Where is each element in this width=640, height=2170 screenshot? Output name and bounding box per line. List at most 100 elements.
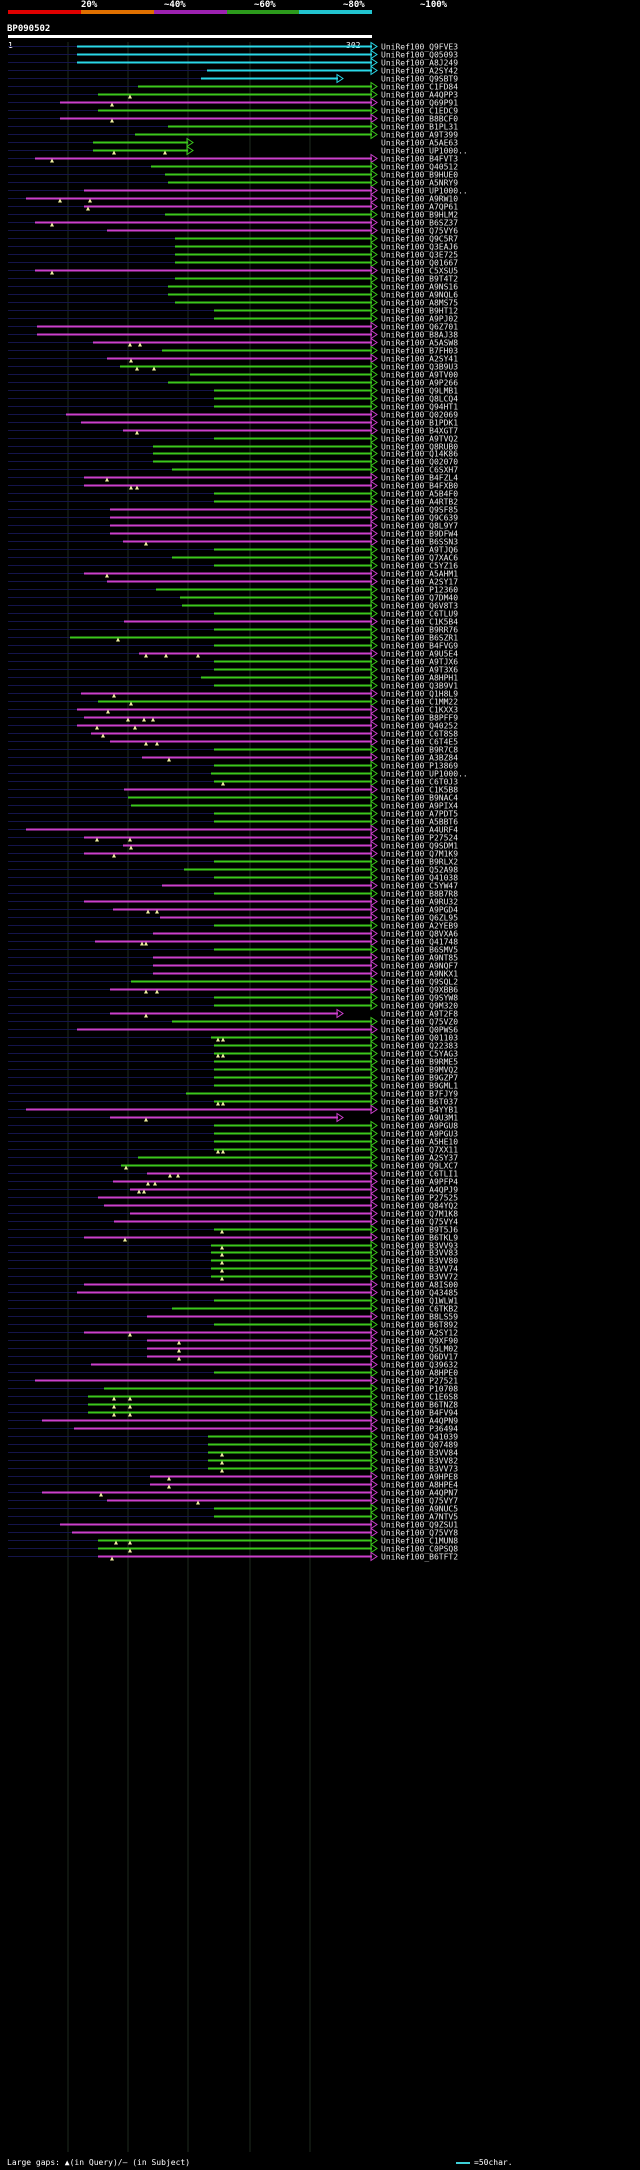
hit-row[interactable]: UniRef100_C6SXH7 [8,464,458,475]
hit-label[interactable]: UniRef100_UP1000.. [381,187,468,196]
hit-label[interactable]: UniRef100_A5NRY9 [381,179,458,188]
hit-row[interactable]: UniRef100_A9U3M1 [8,1112,458,1123]
hit-label[interactable]: UniRef100_B9RME5 [381,1058,458,1067]
hit-label[interactable]: UniRef100_B3VV82 [381,1457,458,1466]
hit-row[interactable]: UniRef100_Q40252 [8,720,458,731]
hit-label[interactable]: UniRef100_B3VV74 [381,1265,458,1274]
hit-row[interactable]: UniRef100_B7FH03 [8,345,458,356]
hit-label[interactable]: UniRef100_A2SY42 [381,67,458,76]
hit-label[interactable]: UniRef100_B4FXB0 [381,482,458,491]
hit-label[interactable]: UniRef100_C1K5B4 [381,618,458,627]
hit-label[interactable]: UniRef100_A9TJX6 [381,658,458,667]
hit-row[interactable]: UniRef100_C6TKB2 [8,1303,458,1314]
hit-label[interactable]: UniRef100_Q75VY6 [381,227,458,236]
hit-row[interactable]: UniRef100_C5YAG3 [8,1048,458,1059]
hit-label[interactable]: UniRef100_B9GZP7 [381,1074,458,1083]
hit-label[interactable]: UniRef100_Q6V8T3 [381,602,458,611]
hit-label[interactable]: UniRef100_P27525 [381,1194,458,1203]
hit-label[interactable]: UniRef100_Q01667 [381,259,458,268]
hit-label[interactable]: UniRef100_A7QP61 [381,203,458,212]
hit-row[interactable]: UniRef100_B9DFW4 [8,528,458,539]
hit-label[interactable]: UniRef100_A8J249 [381,59,458,68]
hit-label[interactable]: UniRef100_Q39632 [381,1361,458,1370]
hit-label[interactable]: UniRef100_A4URF4 [381,826,458,835]
hit-label[interactable]: UniRef100_B6SMV5 [381,946,458,955]
hit-row[interactable]: UniRef100_Q7M1K8 [8,1208,458,1219]
hit-label[interactable]: UniRef100_P13869 [381,762,458,771]
hit-row[interactable]: UniRef100_B9RLX2 [8,856,458,867]
hit-label[interactable]: UniRef100_Q8L9Y7 [381,522,458,531]
hit-label[interactable]: UniRef100_Q43485 [381,1289,458,1298]
hit-label[interactable]: UniRef100_Q9SDM1 [381,842,458,851]
hit-label[interactable]: UniRef100_A9T3X6 [381,666,458,675]
hit-label[interactable]: UniRef100_Q9LXC7 [381,1162,458,1171]
hit-label[interactable]: UniRef100_A7NTV5 [381,1513,458,1522]
hit-label[interactable]: UniRef100_B4YYB1 [381,1106,458,1115]
hit-label[interactable]: UniRef100_A5AE63 [381,139,458,148]
hit-row[interactable]: UniRef100_A4QPN7 [8,1487,458,1498]
hit-label[interactable]: UniRef100_A9NKX1 [381,970,458,979]
hit-label[interactable]: UniRef100_Q02070 [381,458,458,467]
hit-label[interactable]: UniRef100_B9DFW4 [381,530,458,539]
hit-row[interactable]: UniRef100_A5AE63 [8,137,458,148]
hit-row[interactable]: UniRef100_C1E6S8 [8,1391,458,1402]
hit-row[interactable]: UniRef100_Q7DM40 [8,592,458,603]
hit-row[interactable]: UniRef100_B8BCF0 [8,113,458,124]
hit-row[interactable]: UniRef100_B6SSN3 [8,536,458,547]
hit-label[interactable]: UniRef100_Q9M320 [381,1002,458,1011]
hit-row[interactable]: UniRef100_Q9C5R7 [8,233,458,244]
hit-row[interactable]: UniRef100_Q0PWS6 [8,1024,458,1035]
hit-row[interactable]: UniRef100_A9NT85 [8,952,458,963]
hit-row[interactable]: UniRef100_A9PIX4 [8,800,458,811]
hit-row[interactable]: UniRef100_A9TVQ2 [8,433,458,444]
hit-label[interactable]: UniRef100_A9T399 [381,131,458,140]
hit-label[interactable]: UniRef100_A9RU32 [381,898,458,907]
hit-label[interactable]: UniRef100_A2SY41 [381,355,458,364]
hit-row[interactable]: UniRef100_B6SZ37 [8,217,458,228]
hit-row[interactable]: UniRef100_A9T399 [8,129,458,140]
hit-row[interactable]: UniRef100_C5YZ16 [8,560,458,571]
hit-row[interactable]: UniRef100_Q41748 [8,936,458,947]
hit-row[interactable]: UniRef100_A9RW10 [8,193,458,204]
hit-label[interactable]: UniRef100_Q8LCQ4 [381,395,458,404]
hit-label[interactable]: UniRef100_B4FZL4 [381,474,458,483]
hit-label[interactable]: UniRef100_C5YW47 [381,882,458,891]
hit-label[interactable]: UniRef100_Q69P91 [381,99,458,108]
hit-label[interactable]: UniRef100_A9TV00 [381,371,458,380]
hit-label[interactable]: UniRef100_B4FVG9 [381,642,458,651]
hit-label[interactable]: UniRef100_B9HLM2 [381,211,458,220]
hit-label[interactable]: UniRef100_Q5LM02 [381,1345,458,1354]
hit-row[interactable]: UniRef100_UP1000.. [8,768,468,779]
hit-label[interactable]: UniRef100_A9NQF7 [381,962,458,971]
hit-row[interactable]: UniRef100_A2YEB9 [8,920,458,931]
hit-row[interactable]: UniRef100_A9TJQ6 [8,544,458,555]
hit-row[interactable]: UniRef100_B9HT12 [8,305,458,316]
hit-label[interactable]: UniRef100_Q40512 [381,163,458,172]
hit-row[interactable]: UniRef100_A5B4F0 [8,488,458,499]
hit-row[interactable]: UniRef100_C6T0J3 [8,776,458,787]
hit-row[interactable]: UniRef100_B6SZR1 [8,632,458,643]
hit-label[interactable]: UniRef100_UP1000.. [381,147,468,156]
hit-row[interactable]: UniRef100_B6TFT2 [8,1551,458,1562]
hit-row[interactable]: UniRef100_B4FZL4 [8,472,458,483]
hit-label[interactable]: UniRef100_Q9FVE3 [381,43,458,52]
hit-row[interactable]: UniRef100_B9MVQ2 [8,1064,458,1075]
hit-label[interactable]: UniRef100_B4FVT3 [381,155,458,164]
hit-label[interactable]: UniRef100_Q0PWS6 [381,1026,458,1035]
hit-row[interactable]: UniRef100_Q01103 [8,1032,458,1043]
hit-label[interactable]: UniRef100_Q9XF90 [381,1337,458,1346]
hit-row[interactable]: UniRef100_A9HPE8 [8,1471,458,1482]
hit-row[interactable]: UniRef100_A9P266 [8,377,458,388]
hit-row[interactable]: UniRef100_Q52A98 [8,864,458,875]
hit-label[interactable]: UniRef100_B3VV84 [381,1449,458,1458]
hit-row[interactable]: UniRef100_B9HUE0 [8,169,458,180]
hit-row[interactable]: UniRef100_Q3E725 [8,249,458,260]
hit-row[interactable]: UniRef100_P27521 [8,1375,458,1386]
hit-label[interactable]: UniRef100_Q75VY4 [381,1218,458,1227]
hit-row[interactable]: UniRef100_P10708 [8,1383,458,1394]
hit-label[interactable]: UniRef100_Q01103 [381,1034,458,1043]
hit-label[interactable]: UniRef100_B3VV93 [381,1242,458,1251]
hit-row[interactable]: UniRef100_B9HLM2 [8,209,458,220]
hit-row[interactable]: UniRef100_C1MUN8 [8,1535,458,1546]
hit-label[interactable]: UniRef100_B9MVQ2 [381,1066,458,1075]
